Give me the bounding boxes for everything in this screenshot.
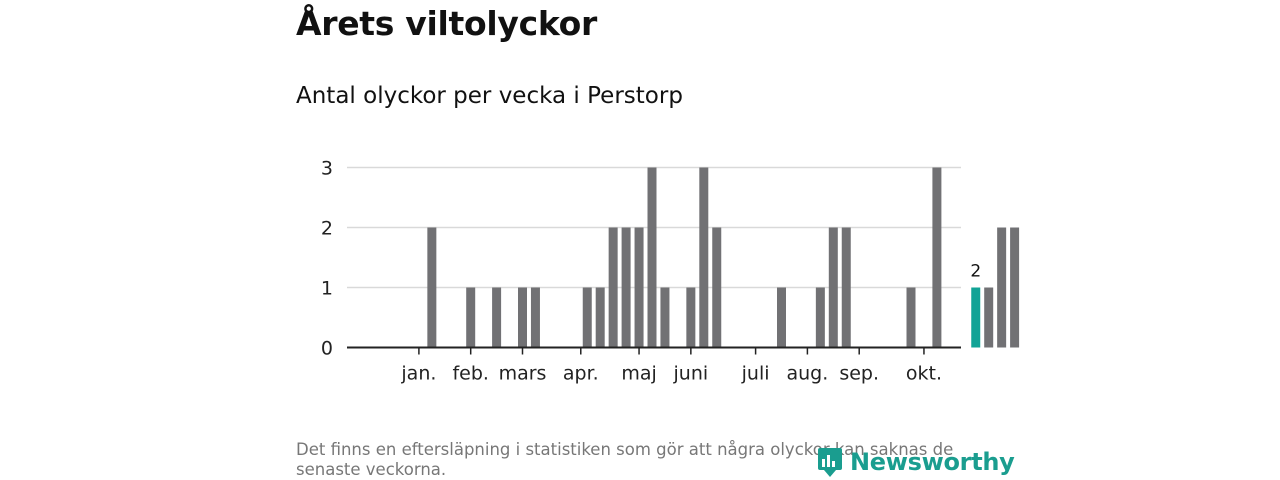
highlight-bar: [971, 287, 981, 348]
data-labels: 2: [970, 262, 981, 282]
bar: [828, 227, 838, 348]
bar: [906, 287, 916, 348]
x-tick-label: maj: [621, 363, 656, 385]
x-tick-label: juni: [673, 363, 709, 385]
highlight-value-label: 2: [970, 262, 981, 282]
footnote: Det finns en eftersläpning i statistiken…: [296, 440, 954, 479]
x-tick-label: aug.: [787, 363, 829, 385]
bar: [492, 287, 502, 348]
bar: [686, 287, 696, 348]
bar: [518, 287, 527, 348]
bar: [699, 167, 709, 348]
bar-chart: 0 1 2 3 jan. feb. mars apr. maj juni juli aug. sep.…: [321, 158, 1020, 385]
bar: [427, 227, 437, 348]
bar: [466, 287, 476, 348]
bar: [530, 287, 540, 348]
newsworthy-logo-icon: [818, 448, 842, 477]
bar: [608, 227, 618, 348]
bars: [427, 167, 1020, 348]
y-tick-label: 0: [321, 338, 333, 360]
page-title: Årets viltolyckor: [296, 4, 597, 43]
bar: [647, 167, 657, 348]
bar: [621, 227, 631, 348]
newsworthy-logo: Newsworthy: [816, 446, 1015, 478]
x-tick-label: juli: [741, 363, 770, 385]
bar: [815, 287, 825, 348]
y-tick-label: 3: [321, 158, 333, 180]
logo-text: Newsworthy: [850, 448, 1015, 476]
x-tick-label: mars: [499, 363, 547, 385]
bar: [841, 227, 851, 348]
bar: [582, 287, 592, 348]
bar: [660, 287, 670, 348]
bar: [712, 227, 722, 348]
bar: [984, 287, 994, 348]
x-tick-label: apr.: [563, 363, 599, 385]
bar: [997, 227, 1007, 348]
bar: [634, 227, 644, 348]
x-axis: jan. feb. mars apr. maj juni juli aug. sep. okt.: [347, 346, 961, 385]
y-tick-label: 1: [321, 278, 333, 300]
bar: [932, 167, 942, 348]
bar: [1010, 227, 1020, 348]
x-tick-label: sep.: [839, 363, 879, 385]
x-tick-label: jan.: [400, 363, 436, 385]
x-tick-label: okt.: [906, 363, 942, 385]
x-tick-label: feb.: [452, 363, 488, 385]
y-tick-label: 2: [321, 218, 333, 240]
chart-title: Antal olyckor per vecka i Perstorp: [296, 83, 683, 109]
bar: [777, 287, 786, 348]
bar: [595, 287, 605, 348]
y-axis: 0 1 2 3: [321, 158, 333, 360]
